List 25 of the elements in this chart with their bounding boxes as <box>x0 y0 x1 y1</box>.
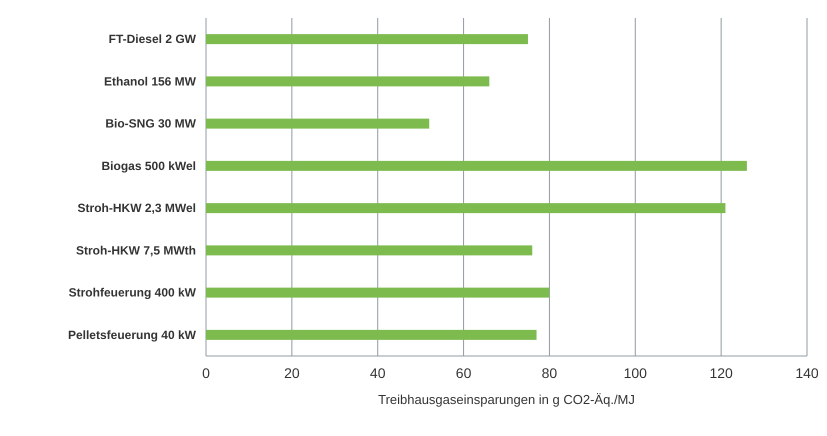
x-tick-label: 80 <box>542 365 558 381</box>
bar <box>206 76 490 86</box>
y-tick-label: Stroh-HKW 2,3 MWel <box>78 201 196 216</box>
bar <box>206 330 537 340</box>
bar <box>206 245 532 256</box>
y-tick-label: Ethanol 156 MW <box>104 74 197 88</box>
y-tick-label: Stroh-HKW 7,5 MWth <box>76 243 196 258</box>
x-tick-label: 140 <box>795 365 819 381</box>
x-tick-label: 120 <box>709 365 734 381</box>
y-tick-label: Strohfeuerung 400 kW <box>68 286 197 300</box>
x-tick-label: 100 <box>624 365 648 381</box>
x-tick-label: 20 <box>284 365 300 381</box>
y-tick-label: Bio-SNG 30 MW <box>105 116 197 131</box>
x-axis-title: Treibhausgaseinsparungen in g CO2-Äq./MJ <box>378 392 635 407</box>
x-tick-label: 0 <box>202 365 210 381</box>
bar <box>206 160 747 171</box>
y-tick-label: Pelletsfeuerung 40 kW <box>68 328 197 342</box>
y-tick-label: Biogas 500 kWel <box>102 158 196 173</box>
bar <box>206 34 528 44</box>
bar <box>206 288 550 298</box>
x-tick-label: 60 <box>456 365 472 381</box>
bar <box>206 203 726 214</box>
y-tick-label: FT-Diesel 2 GW <box>108 32 197 46</box>
bar <box>206 118 430 129</box>
x-tick-label: 40 <box>370 365 386 381</box>
